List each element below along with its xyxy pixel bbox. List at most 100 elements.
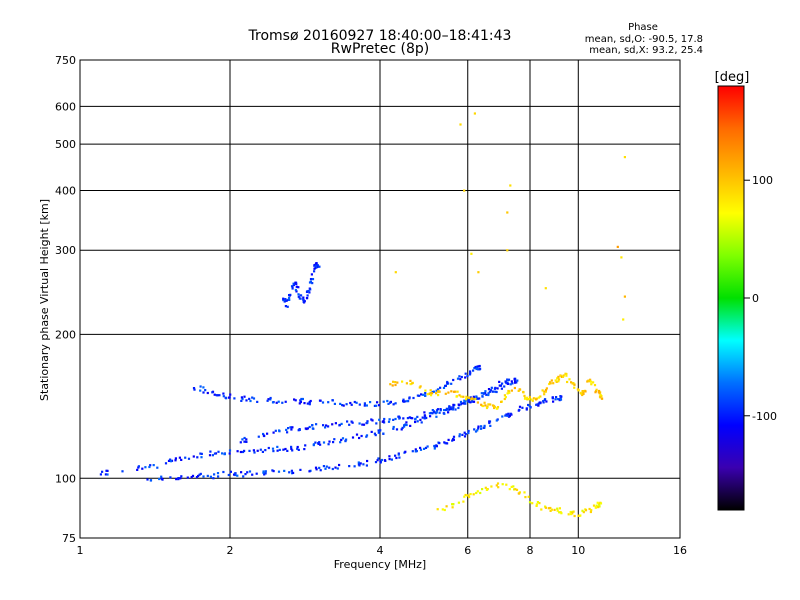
data-point	[318, 265, 321, 268]
data-point	[507, 389, 510, 393]
data-point	[433, 445, 436, 448]
data-point	[594, 391, 597, 394]
y-axis-label: Stationary phase Virtual Height [km]	[38, 199, 51, 401]
data-point	[341, 404, 344, 407]
data-point	[174, 459, 177, 462]
data-point	[481, 488, 484, 491]
data-point	[199, 389, 202, 392]
data-point	[595, 504, 598, 507]
data-point	[429, 389, 432, 392]
data-point	[561, 375, 565, 378]
data-point	[241, 438, 244, 441]
data-point	[353, 465, 356, 468]
data-point	[475, 491, 478, 495]
data-point	[582, 392, 585, 395]
data-point	[428, 412, 431, 415]
data-point	[228, 449, 232, 452]
data-point	[272, 450, 275, 453]
data-point	[184, 456, 187, 459]
data-point	[478, 364, 481, 368]
data-point	[544, 388, 548, 392]
data-point	[215, 394, 218, 397]
data-point	[510, 389, 513, 392]
data-point	[397, 415, 400, 418]
data-point	[290, 447, 293, 450]
data-point	[457, 406, 460, 410]
data-point	[397, 453, 400, 456]
data-point	[289, 426, 292, 429]
data-point	[222, 395, 225, 398]
data-point	[556, 509, 559, 512]
data-point	[331, 423, 334, 426]
data-point	[508, 488, 511, 491]
data-point	[537, 404, 540, 407]
data-point	[485, 393, 488, 396]
data-point	[263, 473, 266, 476]
data-point	[416, 394, 419, 397]
data-point	[174, 457, 177, 460]
data-point	[285, 428, 288, 431]
data-point	[158, 477, 161, 481]
data-point	[479, 491, 482, 495]
data-point	[436, 408, 440, 411]
data-point	[302, 300, 305, 303]
data-point	[262, 470, 265, 473]
data-point	[339, 402, 342, 405]
x-tick-label: 1	[77, 544, 84, 557]
data-point	[394, 381, 397, 384]
data-point	[121, 470, 124, 473]
data-point	[255, 472, 258, 475]
data-point	[308, 401, 311, 404]
data-point	[545, 387, 548, 390]
data-point	[318, 399, 322, 402]
data-point	[425, 416, 428, 420]
data-point	[297, 448, 300, 451]
data-point	[228, 396, 231, 399]
data-point	[240, 471, 243, 474]
stats-line-x: mean, sd,X: 93.2, 25.4	[589, 45, 703, 56]
data-point	[395, 428, 399, 431]
data-point	[598, 389, 601, 393]
data-point	[483, 424, 486, 427]
data-point	[487, 392, 490, 395]
data-point	[241, 398, 244, 401]
colorbar	[717, 85, 745, 511]
data-point	[555, 396, 558, 399]
data-point	[535, 503, 538, 506]
data-point	[549, 506, 552, 510]
data-point	[283, 469, 286, 472]
data-point	[449, 406, 452, 409]
data-point	[293, 398, 296, 401]
data-point	[200, 452, 203, 455]
data-point	[358, 422, 361, 425]
data-point	[487, 388, 491, 391]
data-point	[450, 390, 453, 393]
data-point	[349, 401, 352, 405]
data-point	[363, 402, 366, 405]
colorbar-tick-label: -100	[752, 410, 777, 423]
data-point	[504, 396, 507, 399]
data-point	[299, 400, 302, 404]
data-point	[408, 416, 411, 419]
data-point	[496, 406, 500, 409]
data-point	[477, 365, 480, 368]
data-point	[359, 462, 362, 465]
data-point	[264, 470, 267, 473]
data-point	[248, 470, 252, 473]
data-point	[472, 493, 475, 496]
data-point	[542, 401, 545, 404]
data-point	[156, 466, 159, 469]
data-point	[405, 421, 408, 424]
data-point	[253, 451, 256, 454]
data-point	[378, 418, 381, 421]
data-point	[437, 394, 440, 397]
data-point	[552, 400, 555, 403]
data-point	[402, 417, 405, 420]
data-point	[306, 427, 309, 430]
data-point	[556, 377, 559, 380]
y-tick-label: 400	[55, 184, 76, 197]
data-point	[303, 448, 306, 451]
data-point	[527, 495, 530, 498]
data-point	[245, 438, 248, 441]
data-point	[398, 456, 401, 459]
